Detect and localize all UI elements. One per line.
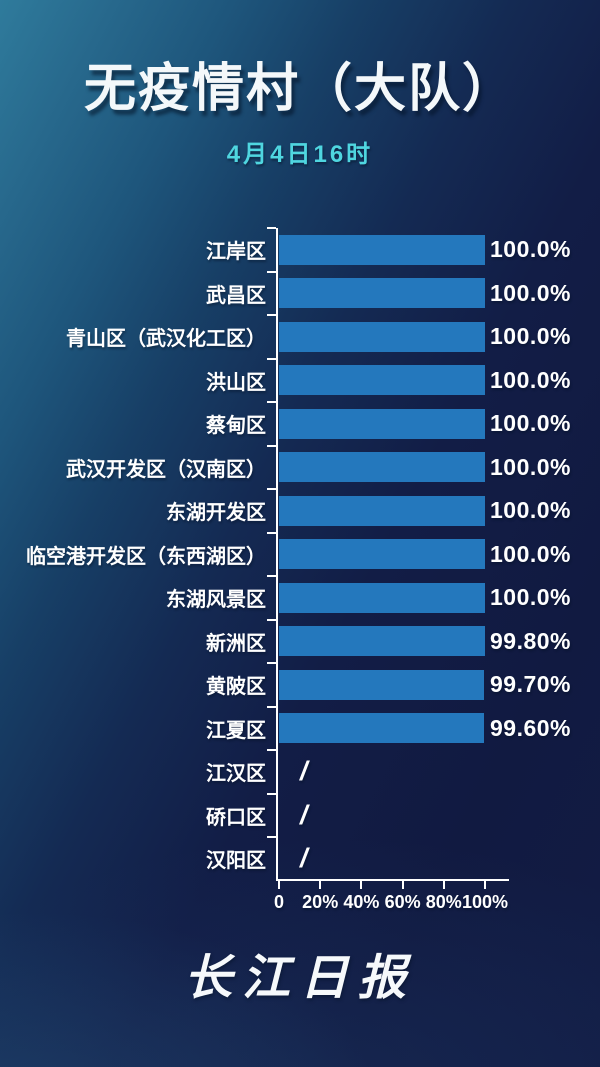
value-label: 100.0%	[490, 236, 572, 262]
category-label: 洪山区	[206, 371, 266, 394]
no-data-marker: /	[300, 843, 308, 873]
value-label: 100.0%	[490, 323, 572, 349]
x-axis-tick-label: 40%	[343, 892, 380, 912]
category-label: 硚口区	[206, 806, 266, 829]
chart-row: 江岸区 100.0%	[0, 227, 600, 272]
value-label: 100.0%	[490, 540, 572, 567]
x-axis-tick	[360, 881, 363, 889]
chart-row: 临空港开发区（东西湖区） 100.0%	[0, 531, 600, 577]
value-label: 100.0%	[490, 279, 572, 306]
x-axis-tick	[484, 881, 486, 889]
x-axis-tick-label: 20%	[302, 892, 339, 912]
chart-row: 江汉区 /	[0, 749, 600, 794]
category-label: 武汉开发区（汉南区）	[66, 458, 266, 481]
x-axis-tick	[278, 881, 280, 889]
x-axis-tick	[442, 881, 445, 889]
changjiang-daily-logo: 长江日报	[183, 950, 416, 1006]
value-label: 100.0%	[490, 453, 572, 480]
bar	[279, 321, 485, 352]
category-label: 黄陂区	[206, 676, 266, 699]
y-axis-line	[276, 228, 278, 881]
chart-rows: 江岸区 100.0% 武昌区 100.0% 青山区（武汉化工区） 100.0% 洪山区 100…	[0, 227, 600, 881]
x-axis-tick	[319, 881, 322, 889]
chart-row: 洪山区 100.0%	[0, 357, 600, 403]
category-label: 江岸区	[206, 241, 266, 264]
page-title: 无疫情村（大队）	[83, 60, 516, 118]
x-axis-tick-label: 60%	[384, 892, 421, 912]
bar	[279, 539, 485, 569]
page-subtitle: 4月4日16时	[226, 141, 374, 169]
x-axis: 0 20% 40% 60% 80% 100%	[273, 879, 516, 924]
value-label: 99.80%	[490, 627, 572, 654]
bar	[279, 234, 485, 265]
x-axis-tick	[401, 881, 404, 889]
category-label: 蔡甸区	[206, 415, 266, 438]
no-data-marker: /	[300, 756, 308, 786]
category-label: 新洲区	[206, 632, 266, 655]
value-label: 99.60%	[490, 714, 572, 741]
category-label: 东湖风景区	[166, 589, 266, 612]
chart-row: 江夏区 99.60%	[0, 705, 600, 751]
chart-row: 硚口区 /	[0, 792, 600, 838]
chart-row: 东湖风景区 100.0%	[0, 575, 600, 620]
x-axis-tick-label: 100%	[461, 892, 509, 912]
chart-row: 东湖开发区 100.0%	[0, 488, 600, 533]
value-label: 100.0%	[490, 584, 572, 610]
category-label: 临空港开发区（东西湖区）	[26, 545, 266, 568]
chart-row: 武昌区 100.0%	[0, 270, 600, 316]
chart-row: 汉阳区 /	[0, 836, 600, 881]
bar	[279, 452, 485, 482]
bar	[279, 582, 485, 613]
horizontal-bar-chart: 江岸区 100.0% 武昌区 100.0% 青山区（武汉化工区） 100.0% 洪山区 100…	[0, 227, 600, 948]
chart-row: 武汉开发区（汉南区） 100.0%	[0, 444, 600, 490]
bar	[279, 669, 485, 700]
value-label: 100.0%	[490, 366, 572, 393]
category-label: 江汉区	[206, 763, 266, 786]
chart-row: 新洲区 99.80%	[0, 618, 600, 664]
value-label: 99.70%	[490, 671, 572, 697]
bar	[279, 713, 485, 743]
bar	[279, 365, 485, 395]
category-label: 青山区（武汉化工区）	[66, 328, 266, 351]
x-axis-line	[276, 879, 509, 881]
bar	[279, 408, 485, 439]
bar	[279, 495, 485, 526]
chart-row: 青山区（武汉化工区） 100.0%	[0, 314, 600, 359]
category-label: 江夏区	[206, 719, 266, 742]
chart-row: 黄陂区 99.70%	[0, 662, 600, 707]
x-axis-tick-label: 0	[273, 892, 285, 912]
bar	[279, 278, 485, 308]
category-label: 武昌区	[206, 284, 266, 307]
value-label: 100.0%	[490, 410, 572, 436]
value-label: 100.0%	[490, 497, 572, 523]
x-axis-tick-label: 80%	[425, 892, 462, 912]
bar	[279, 626, 485, 656]
chart-row: 蔡甸区 100.0%	[0, 401, 600, 446]
category-label: 汉阳区	[206, 850, 266, 873]
category-label: 东湖开发区	[166, 502, 266, 525]
no-data-marker: /	[300, 799, 308, 830]
